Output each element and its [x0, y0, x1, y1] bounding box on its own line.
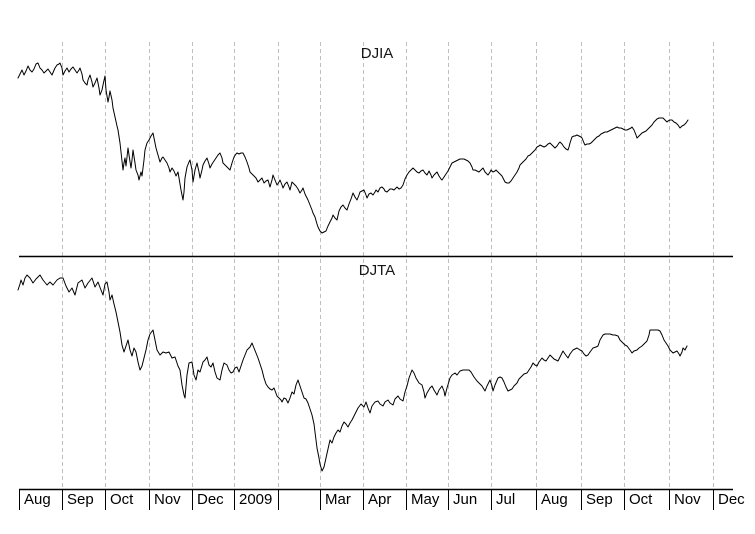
x-tick-label: Sep [67, 491, 94, 508]
x-tick-label: Apr [368, 491, 392, 508]
djia-line-series [17, 62, 689, 234]
x-tick-label: 2009 [239, 491, 273, 508]
panel-title-djia: DJIA [360, 45, 394, 62]
x-tick-label: Jul [496, 491, 516, 508]
x-tick-label: Aug [541, 491, 568, 508]
x-tick-label: Aug [24, 491, 51, 508]
djta-line-series [17, 274, 688, 472]
x-tick-label: Oct [629, 491, 653, 508]
x-tick-label: May [411, 491, 440, 508]
x-tick-label: Dec [718, 491, 745, 508]
x-tick-label: Nov [154, 491, 181, 508]
x-tick-label: Sep [586, 491, 613, 508]
x-tick-label: Mar [325, 491, 351, 508]
panel-title-djta: DJTA [358, 262, 396, 279]
x-tick-label: Nov [674, 491, 701, 508]
x-tick-label: Dec [197, 491, 224, 508]
x-tick-label: Jun [453, 491, 478, 508]
x-tick-label: Oct [110, 491, 134, 508]
